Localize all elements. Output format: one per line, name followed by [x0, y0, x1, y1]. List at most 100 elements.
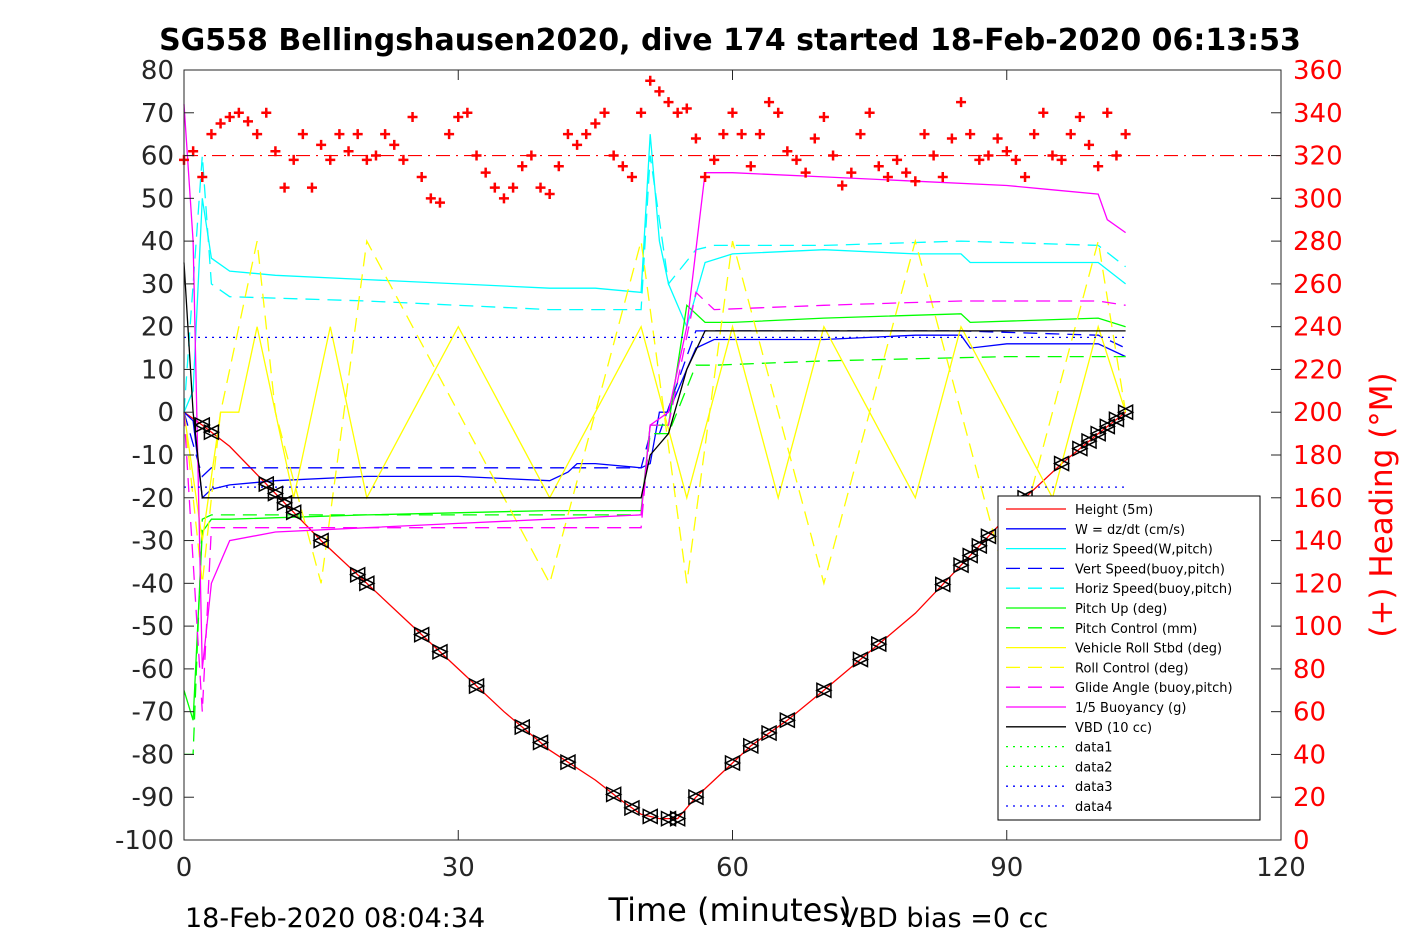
heading-marker: [453, 112, 464, 123]
y2-tick-label: 60: [1293, 698, 1326, 728]
y-tick-label: 10: [141, 355, 174, 385]
heading-marker: [343, 146, 354, 157]
turn-marker: [267, 485, 285, 502]
turn-marker: [953, 556, 970, 574]
turn-marker: [359, 575, 376, 592]
heading-marker: [297, 129, 308, 140]
y2-tick-label: 220: [1293, 355, 1343, 385]
heading-marker: [745, 161, 756, 172]
x-tick-label: 120: [1256, 853, 1306, 883]
heading-marker: [727, 107, 738, 118]
heading-marker: [206, 129, 217, 140]
heading-marker: [654, 86, 665, 97]
heading-marker: [754, 129, 765, 140]
y2-tick-label: 140: [1293, 527, 1343, 557]
legend-label: VBD (10 cc): [1075, 721, 1152, 736]
y-tick-label: -90: [132, 783, 174, 813]
y2-tick-label: 360: [1293, 56, 1343, 86]
heading-marker: [489, 182, 500, 193]
series-line-11: [183, 262, 1126, 499]
turn-marker: [688, 789, 705, 806]
turn-marker: [1081, 432, 1098, 450]
series-line-6: [184, 355, 1126, 756]
y-tick-label: -30: [132, 527, 174, 557]
heading-marker: [316, 139, 327, 150]
heading-marker: [517, 161, 528, 172]
y-tick-label: -40: [132, 569, 174, 599]
heading-marker: [444, 129, 455, 140]
turn-marker: [624, 799, 641, 817]
heading-marker: [709, 154, 720, 165]
y2-tick-label: 300: [1293, 184, 1343, 214]
turn-marker: [816, 682, 833, 699]
heading-marker: [581, 129, 592, 140]
heading-marker: [1029, 129, 1040, 140]
heading-marker: [873, 161, 884, 172]
axes: 80706050403020100-10-20-30-40-50-60-70-8…: [115, 56, 1343, 883]
heading-marker: [882, 171, 893, 182]
turn-marker: [1108, 411, 1126, 428]
turn-marker: [761, 724, 778, 742]
heading-marker: [928, 150, 939, 161]
turn-marker: [413, 626, 431, 643]
heading-marker: [1065, 129, 1076, 140]
turn-marker: [871, 635, 888, 653]
y-tick-label: -20: [132, 484, 174, 514]
heading-marker: [1102, 107, 1113, 118]
y2-axis-label: (+) Heading (°M): [1364, 372, 1400, 637]
heading-marker: [224, 112, 235, 123]
legend-label: Height (5m): [1075, 503, 1153, 518]
heading-marker: [480, 167, 491, 178]
y2-tick-label: 280: [1293, 227, 1343, 257]
heading-marker: [809, 133, 820, 144]
legend-label: Glide Angle (buoy,pitch): [1075, 681, 1233, 696]
heading-marker: [416, 171, 427, 182]
heading-marker: [352, 129, 363, 140]
heading-marker: [562, 129, 573, 140]
y2-tick-label: 340: [1293, 99, 1343, 129]
series-line-5: [183, 303, 1126, 721]
heading-marker: [242, 116, 253, 127]
turn-marker: [935, 576, 952, 593]
turn-marker: [724, 754, 742, 772]
legend-label: data1: [1075, 741, 1113, 756]
x-tick-label: 0: [176, 853, 193, 883]
heading-marker: [626, 171, 637, 182]
y-tick-label: -100: [115, 826, 174, 856]
heading-marker: [288, 154, 299, 165]
turn-marker: [971, 537, 989, 555]
turn-marker: [1072, 440, 1089, 457]
turn-marker: [962, 547, 979, 564]
heading-marker: [188, 146, 199, 157]
y2-tick-label: 20: [1293, 783, 1326, 813]
heading-marker: [983, 150, 994, 161]
heading-marker: [782, 146, 793, 157]
series-line-0: [183, 411, 1127, 820]
turn-marker: [1053, 455, 1071, 472]
heading-marker: [508, 182, 519, 193]
legend-label: W = dz/dt (cm/s): [1075, 523, 1185, 538]
heading-marker: [681, 103, 692, 114]
turn-marker: [642, 808, 659, 825]
series-line-1: [183, 334, 1126, 500]
heading-marker: [764, 97, 775, 108]
y2-tick-label: 240: [1293, 313, 1343, 343]
y-tick-label: -70: [132, 698, 174, 728]
heading-marker: [1056, 154, 1067, 165]
legend-label: Roll Control (deg): [1075, 661, 1189, 676]
turn-marker: [1117, 404, 1135, 421]
heading-marker: [599, 107, 610, 118]
heading-marker: [1038, 107, 1049, 118]
legend-label: 1/5 Buoyancy (g): [1075, 701, 1186, 716]
heading-marker: [965, 129, 976, 140]
heading-marker: [215, 118, 226, 129]
y-tick-label: -60: [132, 655, 174, 685]
turn-marker: [432, 643, 449, 660]
heading-marker: [398, 154, 409, 165]
heading-marker: [937, 171, 948, 182]
legend-label: Vehicle Roll Stbd (deg): [1075, 642, 1222, 657]
y-tick-label: 40: [141, 227, 174, 257]
turn-marker: [194, 416, 211, 434]
heading-marker: [974, 154, 985, 165]
heading-marker: [197, 171, 208, 182]
